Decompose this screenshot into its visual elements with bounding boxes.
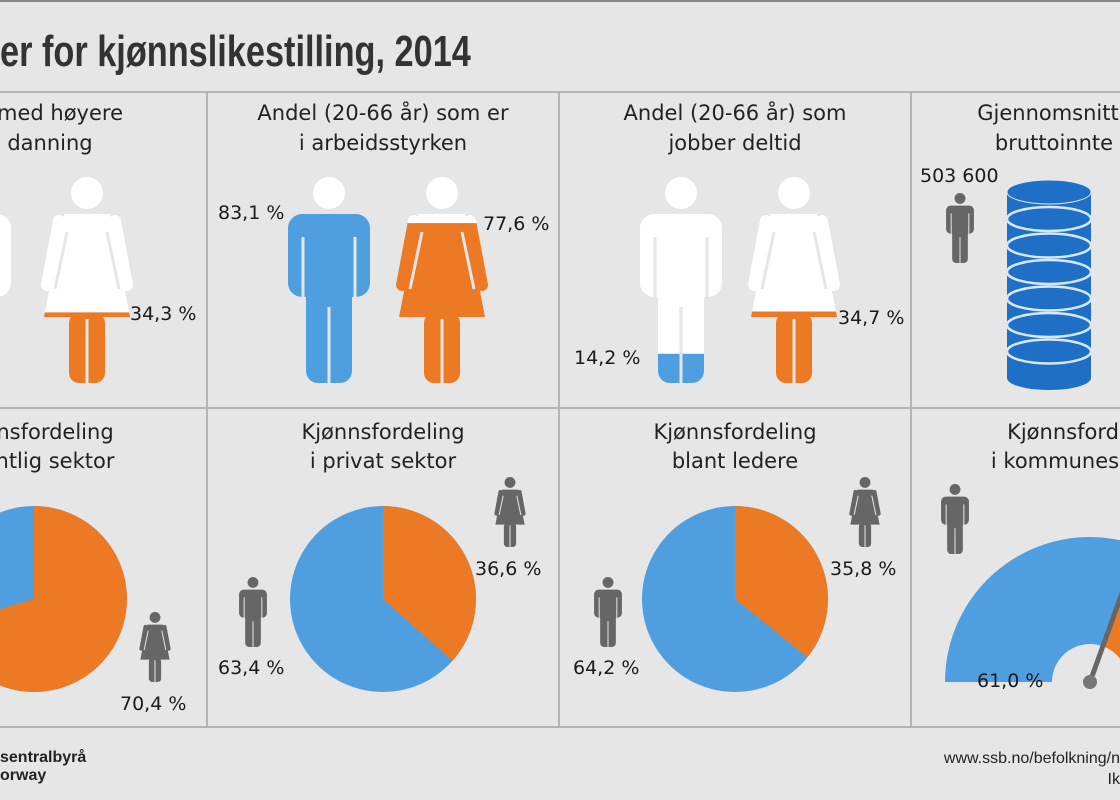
footer-org-name-en: orway bbox=[0, 767, 46, 784]
label-labour-male: 83,1 % bbox=[218, 202, 284, 224]
panel-title-private: Kjønnsfordeling bbox=[301, 420, 464, 444]
man-figure-parttime bbox=[640, 177, 722, 383]
label-leaders-female: 35,8 % bbox=[830, 558, 896, 580]
panel-title-income-2: bruttoinnte bbox=[995, 131, 1113, 155]
footer-credit: Ik bbox=[1108, 771, 1120, 788]
woman-icon bbox=[849, 477, 881, 548]
panel-title-income: Gjennomsnitt bbox=[977, 101, 1119, 125]
panel-title-municipal-2: i kommunes bbox=[991, 449, 1119, 473]
page-title: er for kjønnslikestilling, 2014 bbox=[0, 27, 471, 76]
pie-slice-female bbox=[383, 506, 476, 661]
panel-title-public: nsfordeling bbox=[0, 420, 114, 444]
pie-slice-female bbox=[0, 506, 127, 692]
coin-stack-icon bbox=[1005, 179, 1093, 390]
panel-title-leaders: Kjønnsfordeling bbox=[653, 420, 816, 444]
man-icon bbox=[239, 577, 267, 648]
pie-slice-female bbox=[735, 506, 829, 658]
gauge-municipal bbox=[945, 536, 1120, 689]
woman-figure-parttime bbox=[748, 177, 840, 383]
chart-marks bbox=[0, 177, 1120, 692]
panel-title-labour: Andel (20-66 år) som er bbox=[257, 100, 509, 125]
man-figure-education bbox=[0, 214, 11, 297]
woman-icon bbox=[139, 612, 171, 683]
panel-title-education-2: danning bbox=[7, 131, 92, 155]
man-icon bbox=[946, 193, 974, 264]
panel-title-municipal: Kjønnsford bbox=[1007, 420, 1119, 444]
label-municipal-male: 61,0 % bbox=[977, 670, 1043, 692]
label-private-female: 36,6 % bbox=[475, 558, 541, 580]
footer-url[interactable]: www.ssb.no/befolkning/n bbox=[943, 750, 1120, 767]
man-icon bbox=[941, 484, 969, 555]
label-labour-female: 77,6 % bbox=[483, 213, 549, 235]
panel-title-private-2: i privat sektor bbox=[310, 449, 457, 473]
label-public-female: 70,4 % bbox=[120, 693, 186, 715]
panel-title-parttime-2: jobber deltid bbox=[667, 131, 801, 155]
pie-leaders bbox=[642, 506, 829, 692]
man-figure-labour bbox=[288, 177, 370, 383]
label-private-male: 63,4 % bbox=[218, 657, 284, 679]
panel-title-leaders-2: blant ledere bbox=[672, 449, 798, 473]
grid-lines bbox=[0, 91, 1120, 728]
gauge-needle bbox=[1087, 591, 1120, 683]
footer-org-name: sentralbyrå bbox=[0, 748, 86, 766]
label-parttime-male: 14,2 % bbox=[574, 347, 640, 369]
woman-icon bbox=[494, 477, 526, 548]
label-income-male: 503 600 bbox=[920, 165, 999, 187]
label-leaders-male: 64,2 % bbox=[573, 657, 639, 679]
panel-title-public-2: ntlig sektor bbox=[0, 449, 115, 473]
pie-private-sector bbox=[290, 506, 476, 692]
gauge-segment-male bbox=[945, 536, 1120, 682]
label-parttime-female: 34,7 % bbox=[838, 307, 904, 329]
gauge-pivot bbox=[1083, 675, 1097, 689]
panel-title-education: med høyere bbox=[0, 101, 123, 125]
man-icon bbox=[594, 577, 622, 648]
woman-figure-labour bbox=[396, 177, 488, 383]
woman-figure-education bbox=[41, 177, 133, 383]
pie-public-sector bbox=[0, 506, 127, 692]
label-education-female: 34,3 % bbox=[130, 303, 196, 325]
panel-title-labour-2: i arbeidsstyrken bbox=[299, 131, 467, 155]
panel-title-parttime: Andel (20-66 år) som bbox=[624, 100, 847, 125]
